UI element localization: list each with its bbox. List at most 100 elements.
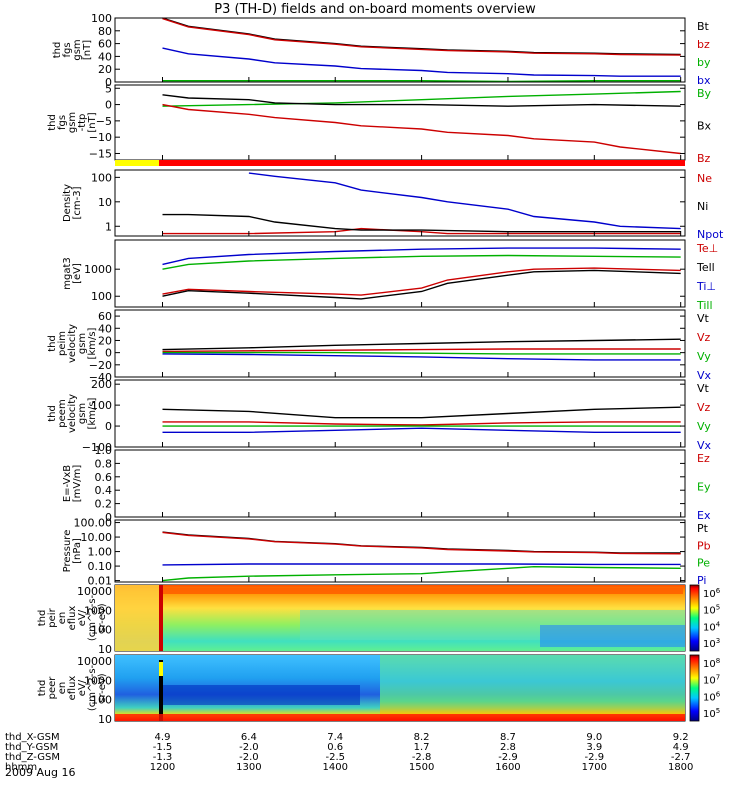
peim_velocity-legend-Vy: Vy	[697, 350, 711, 363]
fgs_gsm_components-ylabel: -ttp	[77, 114, 88, 132]
ephemeris-value: 4.9	[673, 742, 689, 753]
pressure-series-Pb	[162, 531, 681, 555]
peer_spectrogram-colorbar-label: 107	[703, 674, 720, 687]
temperature-series-Tell	[162, 269, 681, 300]
fgs_gsm_components-ylabel: [nT]	[87, 112, 98, 132]
fgs_gsm_mag-ytick-label: 40	[98, 50, 112, 63]
fgs_gsm_mag-ytick-label: 20	[98, 63, 112, 76]
peir_spectrogram-colorbar-label: 105	[703, 604, 720, 617]
peer_spectrogram-ytick-label: 10	[98, 713, 112, 726]
ephemeris-value: 9.2	[673, 732, 689, 743]
pressure-series-Pi	[162, 563, 681, 566]
peir_spectrogram-ylabel: en	[57, 612, 68, 625]
peem_velocity-ytick-label: 100	[91, 399, 112, 412]
ephemeris-value: -1.5	[153, 742, 173, 753]
ephemeris-value: -2.8	[412, 752, 432, 763]
temperature-legend-Till: Till	[696, 299, 713, 312]
fgs_gsm_components-ylabel: gsm	[67, 112, 78, 133]
ephemeris-value: 8.2	[414, 732, 430, 743]
ephemeris-date: 2009 Aug 16	[5, 766, 75, 779]
ephemeris-value: 1600	[495, 762, 520, 773]
peim_velocity-ytick-label: 60	[98, 310, 112, 323]
fgs_gsm_mag-ylabel: gsm	[72, 39, 83, 60]
ephemeris-value: 7.4	[327, 732, 343, 743]
ephemeris-value: -2.9	[585, 752, 605, 763]
electric_field-legend-Ex: Ex	[697, 509, 711, 522]
fgs_gsm_mag-legend-Bt: Bt	[697, 20, 710, 33]
peer_spectrogram-ylabel: en	[57, 682, 68, 695]
fgs_gsm_mag-legend-by: by	[697, 56, 711, 69]
peim_velocity-ylabel: thd	[47, 335, 58, 352]
peem_velocity-series-Vx	[162, 427, 681, 433]
pressure-frame	[114, 519, 686, 583]
electric_field-ytick-label: 0.6	[95, 471, 113, 484]
peim_velocity-ytick-label: −20	[89, 359, 112, 372]
ephemeris-value: -2.7	[671, 752, 691, 763]
peem_velocity-series-Vt	[162, 406, 681, 419]
fgs_gsm_components-ytick-label: −10	[89, 131, 112, 144]
fgs_gsm_mag-ytick-label: 60	[98, 38, 112, 51]
fgs_gsm_components-ytick-label: −5	[96, 115, 112, 128]
electric_field-ylabel: [mV/m]	[72, 465, 83, 503]
pressure-ytick-label: 100.00	[74, 517, 113, 530]
ephemeris-value: -2.0	[239, 742, 259, 753]
electric_field-frame	[114, 449, 686, 518]
ephemeris-value: 1200	[150, 762, 175, 773]
ephemeris-value: 8.7	[500, 732, 516, 743]
peim_velocity-ytick-label: 0	[105, 347, 112, 360]
peir_spectrogram-ylabel: (cm^2-s-	[87, 594, 98, 641]
peer_spectrogram-ylabel: eV/	[77, 679, 88, 696]
fgs_gsm_mag-series-bz	[162, 17, 681, 56]
peim_velocity-series-Vx	[162, 353, 681, 361]
peir_spectrogram-colorbar-label: 106	[703, 587, 721, 600]
fgs_gsm_mag-legend-bx: bx	[697, 74, 711, 87]
fgs_gsm_mag-ytick-label: 80	[98, 25, 112, 38]
pressure-ytick-label: 0.01	[88, 575, 113, 588]
fgs_gsm_mag-ytick-label: 100	[91, 12, 112, 25]
peem_velocity-ylabel: [km/s]	[87, 397, 98, 429]
pressure-ytick-label: 10.00	[81, 531, 113, 544]
ephemeris-value: 1800	[668, 762, 693, 773]
peer_spectrogram-ytick-label: 100	[91, 694, 112, 707]
ephemeris-value: 1700	[582, 762, 607, 773]
ephemeris-value: 1.7	[414, 742, 430, 753]
peem_velocity-legend-Vt: Vt	[697, 382, 710, 395]
peir_spectrogram-ytick-label: 10	[98, 643, 112, 656]
temperature-legend-Te⊥: Te⊥	[696, 242, 718, 255]
electric_field-ylabel: E=-VxB	[62, 465, 73, 502]
ephemeris-value: 1500	[409, 762, 434, 773]
peer_spectrogram-ylabel: peer	[47, 676, 58, 700]
fgs_gsm_components-ytick-label: 0	[105, 99, 112, 112]
peem_velocity-series-Vz	[162, 421, 681, 426]
peer_spectrogram-colorbar-label: 106	[703, 690, 721, 703]
fgs_gsm_components-frame	[114, 84, 686, 161]
peer_spectrogram-ylabel: (cm^2-s-	[87, 664, 98, 711]
peem_velocity-ylabel: gsm	[77, 403, 88, 424]
temperature-series-Ti⊥	[162, 247, 681, 266]
peim_velocity-ytick-label: 20	[98, 334, 112, 347]
ephemeris-row-label: thd_X-GSM	[5, 732, 60, 743]
ephemeris-row-label: thd_Y-GSM	[5, 742, 58, 753]
pressure-legend-Pb: Pb	[697, 539, 711, 552]
ephemeris-value: 2.8	[500, 742, 516, 753]
figure-title: P3 (TH-D) fields and on-board moments ov…	[214, 2, 536, 17]
pressure-series-Pt	[162, 531, 681, 554]
ephemeris-value: -1.3	[153, 752, 173, 763]
pressure-legend-Pt: Pt	[697, 522, 709, 535]
peir_spectrogram-ylabel: thd	[37, 610, 48, 627]
peer_spectrogram-ylabel: eflux	[67, 676, 78, 701]
peem_velocity-legend-Vz: Vz	[697, 401, 711, 414]
peir_spectrogram-ytick-label: 10000	[77, 585, 112, 598]
fgs_gsm_mag-ylabel: thd	[52, 42, 63, 59]
peir_spectrogram-ylabel: sr-eV)	[97, 603, 108, 632]
peem_velocity-ytick-label: 200	[91, 378, 112, 391]
density-series-Ni	[162, 213, 681, 233]
peer-colorbar	[689, 654, 700, 722]
peem_velocity-ytick-label: 0	[105, 420, 112, 433]
fgs_gsm_components-ylabel: fgs	[57, 115, 68, 130]
peer_spectrogram-colorbar-label: 105	[703, 707, 720, 720]
peer_spectrogram-ytick-label: 10000	[77, 655, 112, 668]
peem_velocity-panel: −100 0 100 200 thd peem velocity gsm [km/s] Vt Vz V…	[47, 378, 712, 454]
fgs_gsm_mag-ytick-label: 0	[105, 76, 112, 89]
